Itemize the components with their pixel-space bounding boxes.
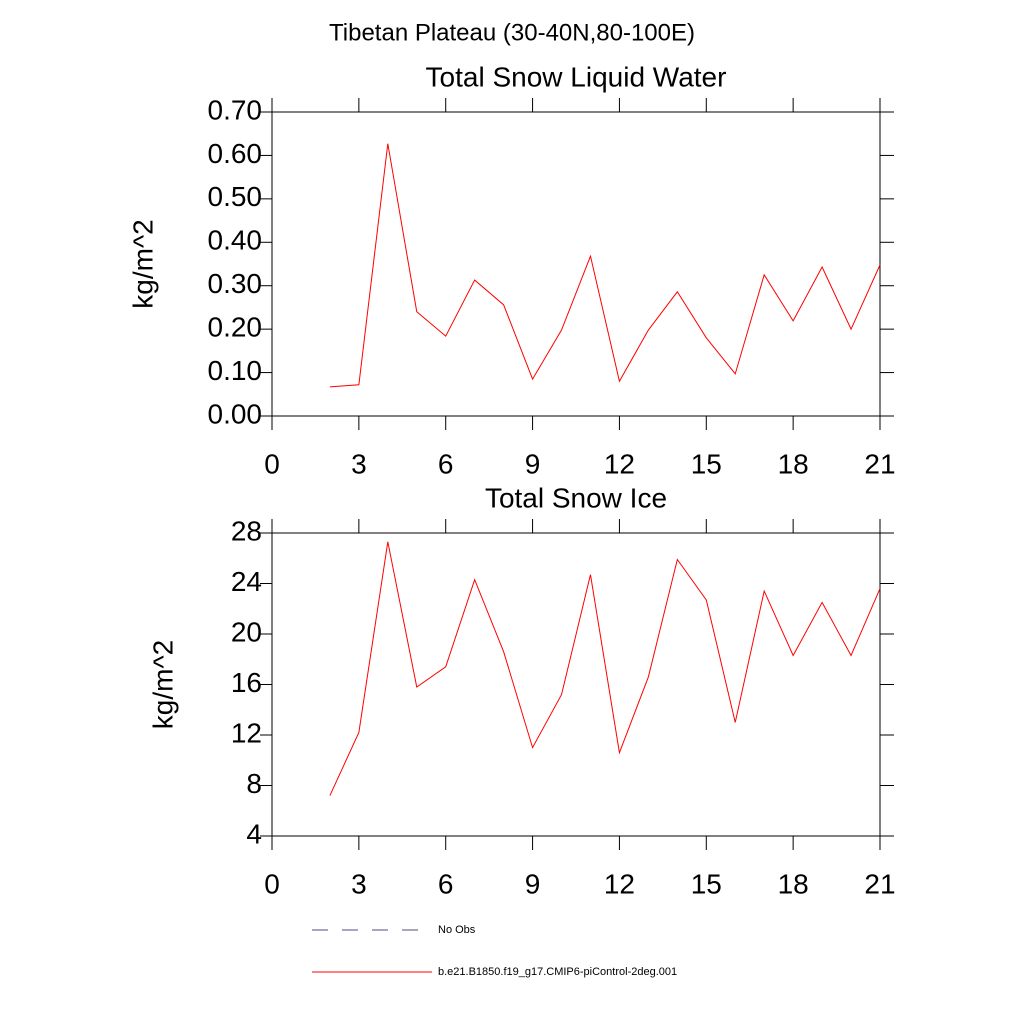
x-tick-label: 18 bbox=[778, 868, 809, 899]
y-tick-label: 8 bbox=[246, 768, 262, 799]
y-tick-label: 4 bbox=[246, 818, 262, 849]
plot-frame bbox=[271, 111, 881, 417]
y-tick-label: 12 bbox=[231, 717, 262, 748]
x-tick-label: 0 bbox=[264, 868, 280, 899]
x-tick-label: 9 bbox=[525, 868, 541, 899]
x-tick-label: 3 bbox=[351, 448, 367, 479]
y-tick-label: 0.20 bbox=[208, 312, 263, 343]
plot-frame bbox=[271, 532, 881, 837]
y-tick-label: 0.70 bbox=[208, 94, 263, 125]
page-title: Tibetan Plateau (30-40N,80-100E) bbox=[329, 19, 695, 46]
x-tick-label: 15 bbox=[691, 868, 722, 899]
legend-label: b.e21.B1850.f19_g17.CMIP6-piControl-2deg… bbox=[438, 966, 677, 978]
x-tick-label: 21 bbox=[864, 868, 895, 899]
y-tick-label: 0.60 bbox=[208, 138, 263, 169]
y-tick-label: 0.00 bbox=[208, 398, 263, 429]
data-line bbox=[329, 541, 881, 796]
y-axis-label: kg/m^2 bbox=[127, 219, 158, 308]
y-tick-label: 0.10 bbox=[208, 355, 263, 386]
x-tick-label: 9 bbox=[525, 448, 541, 479]
y-tick-label: 16 bbox=[231, 667, 262, 698]
y-tick-label: 24 bbox=[231, 566, 262, 597]
y-axis-label: kg/m^2 bbox=[147, 640, 178, 729]
x-tick-label: 12 bbox=[604, 448, 635, 479]
legend-label: No Obs bbox=[438, 924, 476, 936]
x-tick-label: 6 bbox=[438, 448, 454, 479]
y-tick-label: 20 bbox=[231, 616, 262, 647]
x-tick-label: 21 bbox=[864, 448, 895, 479]
x-tick-label: 0 bbox=[264, 448, 280, 479]
y-tick-label: 0.50 bbox=[208, 181, 263, 212]
y-tick-label: 28 bbox=[231, 515, 262, 546]
y-tick-label: 0.40 bbox=[208, 225, 263, 256]
y-tick-label: 0.30 bbox=[208, 268, 263, 299]
panel-title: Total Snow Ice bbox=[485, 482, 667, 513]
x-tick-label: 15 bbox=[691, 448, 722, 479]
data-line bbox=[329, 143, 881, 388]
x-tick-label: 6 bbox=[438, 868, 454, 899]
x-tick-label: 3 bbox=[351, 868, 367, 899]
panel-title: Total Snow Liquid Water bbox=[426, 61, 727, 92]
x-tick-label: 12 bbox=[604, 868, 635, 899]
x-tick-label: 18 bbox=[778, 448, 809, 479]
